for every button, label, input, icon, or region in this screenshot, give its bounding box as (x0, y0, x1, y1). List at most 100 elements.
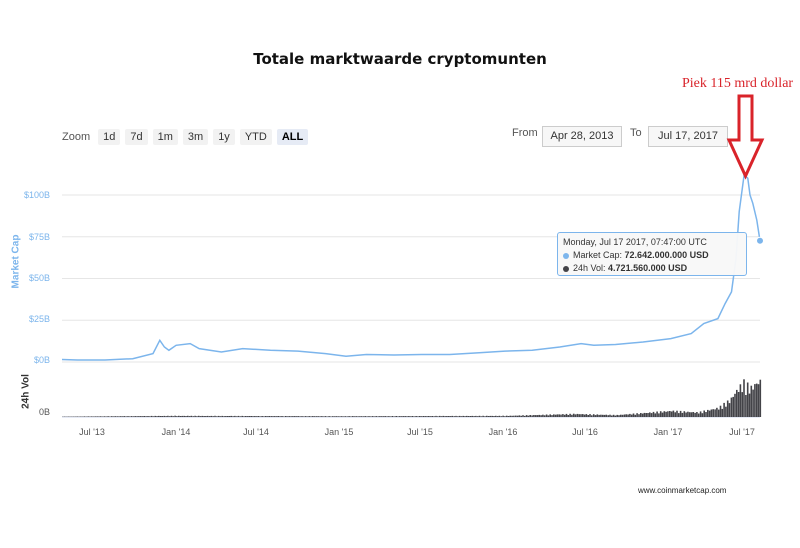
zoom-all-button[interactable]: ALL (276, 129, 309, 145)
volume-bar (487, 416, 490, 417)
volume-bar (178, 415, 180, 417)
volume-bar (705, 412, 707, 417)
volume-bar (582, 414, 584, 417)
volume-bar (440, 416, 443, 417)
volume-bar (185, 416, 187, 417)
volume-bar (301, 416, 303, 417)
zoom-1d-button[interactable]: 1d (98, 129, 121, 145)
volume-bar (94, 416, 97, 417)
volume-bar (391, 416, 394, 417)
x-tick-label: Jul '16 (572, 427, 598, 437)
volume-bar (306, 416, 309, 417)
volume-bar (270, 416, 272, 417)
volume-bar (241, 415, 243, 417)
volume-bar (355, 416, 358, 417)
volume-bar (395, 416, 397, 417)
volume-bar (143, 416, 146, 417)
volume-bar (515, 415, 517, 417)
volume-bar (176, 416, 178, 417)
volume-bar (136, 416, 138, 417)
volume-bar (536, 415, 539, 417)
range-from-input[interactable]: Apr 28, 2013 (542, 126, 622, 147)
volume-bar (362, 416, 365, 417)
volume-bar (554, 414, 557, 417)
volume-bar (605, 414, 608, 417)
volume-bar (667, 411, 669, 417)
volume-bar (149, 416, 151, 417)
volume-bar (638, 414, 640, 417)
volume-bar (538, 414, 541, 417)
volume-bar (623, 414, 626, 417)
volume-bar (310, 416, 312, 417)
volume-bar (540, 415, 542, 417)
volume-bar (525, 415, 528, 417)
volume-bar (413, 416, 416, 417)
volume-bar (616, 414, 618, 417)
zoom-1y-button[interactable]: 1y (213, 129, 235, 145)
volume-bar (208, 416, 211, 417)
volume-bar (404, 416, 406, 417)
hover-point (756, 236, 764, 245)
volume-bar (110, 416, 113, 417)
x-tick-label: Jan '14 (161, 427, 191, 437)
volume-bar (545, 414, 548, 417)
zoom-1m-button[interactable]: 1m (152, 129, 178, 145)
volume-bar (558, 414, 560, 417)
volume-bar (422, 416, 425, 417)
volume-bar (411, 416, 414, 417)
volume-bar (188, 416, 191, 417)
volume-bar (716, 407, 718, 417)
volume-bar (730, 397, 733, 417)
zoom-3m-button[interactable]: 3m (182, 129, 209, 145)
volume-bar (223, 416, 225, 417)
volume-bar (524, 415, 526, 417)
volume-bar (688, 412, 691, 417)
volume-bar (261, 416, 263, 417)
volume-bar (167, 415, 169, 417)
volume-bar (360, 416, 363, 417)
volume-bar (284, 416, 287, 417)
volume-bar (368, 416, 370, 417)
volume-bar (601, 414, 604, 417)
volume-bar (192, 416, 195, 417)
volume-bar (560, 414, 562, 417)
volume-bar (533, 415, 535, 417)
volume-bar (205, 416, 207, 417)
zoom-7d-button[interactable]: 7d (125, 129, 148, 145)
volume-bar (415, 416, 417, 417)
volume-bar (500, 416, 503, 417)
volume-bar (159, 416, 162, 417)
x-tick-label: Jul '15 (407, 427, 433, 437)
volume-bar (629, 413, 631, 417)
volume-bar (98, 416, 100, 417)
volume-bar (324, 416, 327, 417)
volume-bar (83, 416, 86, 417)
x-tick-label: Jul '13 (79, 427, 105, 437)
x-tick-label: Jul '17 (729, 427, 755, 437)
volume-bar (580, 414, 582, 417)
volume-bar (522, 415, 524, 417)
volume-bar (350, 416, 352, 417)
volume-bar (187, 415, 189, 417)
volume-bar (674, 412, 676, 417)
volume-bar (547, 415, 550, 417)
volume-bar (286, 416, 289, 417)
volume-bar (275, 416, 278, 417)
volume-bar (389, 416, 392, 417)
volume-bar (467, 416, 470, 417)
volume-bar (647, 413, 649, 417)
range-to-input[interactable]: Jul 17, 2017 (648, 126, 728, 147)
volume-bar (101, 416, 104, 417)
zoom-ytd-button[interactable]: YTD (239, 129, 272, 145)
volume-bar (679, 410, 682, 417)
volume-bar (551, 415, 553, 417)
volume-bar (257, 416, 260, 417)
volume-bar (690, 412, 693, 417)
volume-bar (748, 393, 751, 417)
volume-bar (676, 410, 678, 417)
volume-bar (464, 416, 466, 417)
volume-bar (219, 416, 222, 417)
volume-bar (649, 412, 651, 417)
volume-bar (433, 416, 435, 417)
volume-bar (732, 396, 734, 417)
